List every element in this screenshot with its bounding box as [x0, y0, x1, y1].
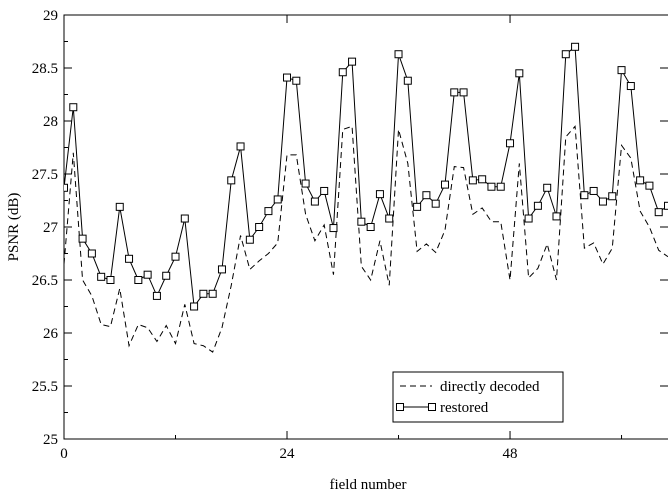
data-point-restored [97, 272, 106, 281]
data-point-restored [654, 208, 663, 217]
data-point-restored [580, 191, 589, 200]
data-point-restored [552, 212, 561, 221]
y-tick-label: 28 [43, 114, 58, 130]
legend: directly decoded restored [392, 371, 564, 423]
legend-box [392, 371, 564, 423]
y-tick-label: 26.5 [32, 273, 58, 289]
data-point-restored [496, 182, 505, 191]
data-point-restored [115, 202, 124, 211]
data-point-restored [78, 234, 87, 243]
x-tick-label: 24 [280, 446, 296, 462]
data-point-restored [357, 217, 366, 226]
data-point-restored [255, 223, 264, 231]
data-point-restored [236, 142, 245, 151]
data-point-restored [413, 202, 422, 211]
data-point-restored [152, 291, 161, 300]
data-point-restored [385, 214, 394, 223]
data-point-restored [506, 139, 515, 148]
data-point-restored [64, 183, 68, 192]
y-tick-label: 29 [43, 8, 58, 24]
data-point-restored [283, 73, 292, 82]
data-point-restored [524, 214, 533, 223]
data-point-restored [87, 249, 96, 258]
data-point-restored [320, 186, 329, 195]
x-tick-label: 0 [60, 446, 68, 462]
legend-marker-restored [428, 403, 436, 411]
data-point-restored [626, 82, 635, 91]
data-point-restored [264, 207, 273, 216]
legend-label-directly-decoded: directly decoded [440, 379, 540, 395]
legend-label-restored: restored [440, 400, 489, 416]
data-point-restored [422, 191, 431, 200]
y-tick-label: 25.5 [32, 379, 58, 395]
data-point-restored [664, 201, 668, 210]
data-point-restored [143, 270, 152, 279]
data-point-restored [636, 176, 645, 185]
data-point-restored [338, 68, 347, 77]
data-point-restored [348, 57, 357, 66]
data-point-restored [134, 276, 143, 284]
data-point-restored [589, 186, 598, 195]
data-point-restored [329, 224, 338, 233]
data-point-restored [533, 201, 542, 210]
y-tick-label: 27.5 [32, 167, 58, 183]
data-point-restored [199, 289, 208, 298]
data-point-restored [571, 42, 580, 51]
legend-marker-restored [396, 403, 404, 411]
series-line-directly-decoded [64, 125, 668, 353]
data-point-restored [245, 235, 254, 244]
data-point-restored [69, 103, 78, 112]
data-point-restored [515, 69, 524, 78]
data-point-restored [190, 302, 199, 311]
y-tick-label: 28.5 [32, 61, 58, 77]
data-point-restored [543, 183, 552, 192]
data-point-restored [208, 289, 217, 298]
data-point-restored [478, 175, 487, 184]
data-point-restored [598, 197, 607, 206]
data-point-restored [394, 50, 403, 59]
data-point-restored [431, 199, 440, 208]
data-point-restored [292, 76, 301, 85]
data-point-restored [366, 223, 375, 231]
data-point-restored [487, 182, 496, 191]
data-point-restored [440, 180, 449, 189]
data-point-restored [125, 254, 134, 263]
series-line-restored [64, 45, 668, 308]
data-point-restored [645, 181, 654, 190]
x-tick-label: 48 [503, 446, 518, 462]
data-point-restored [301, 179, 310, 188]
data-point-restored [310, 197, 319, 206]
y-tick-label: 26 [43, 326, 59, 342]
data-point-restored [450, 88, 459, 97]
y-tick-label: 25 [43, 432, 58, 448]
data-point-restored [227, 176, 236, 185]
y-tick-label: 27 [43, 220, 59, 236]
data-point-restored [617, 66, 626, 75]
data-point-restored [375, 190, 384, 199]
data-point-restored [459, 88, 468, 97]
data-point-restored [217, 265, 226, 274]
data-point-restored [180, 214, 189, 223]
axis-layer: 25 25.5 26 26.5 27 27.5 28 28.5 29 0 24 48 [32, 8, 668, 462]
x-axis-title: field number [329, 477, 406, 493]
series-layer [64, 42, 668, 353]
data-point-restored [561, 50, 570, 59]
data-point-restored [608, 192, 617, 201]
y-axis-title: PSNR (dB) [6, 193, 22, 262]
data-point-restored [162, 271, 171, 280]
data-point-restored [403, 76, 412, 85]
data-point-restored [106, 276, 115, 284]
data-point-restored [273, 195, 282, 204]
data-point-restored [171, 252, 180, 261]
data-point-restored [468, 176, 477, 185]
